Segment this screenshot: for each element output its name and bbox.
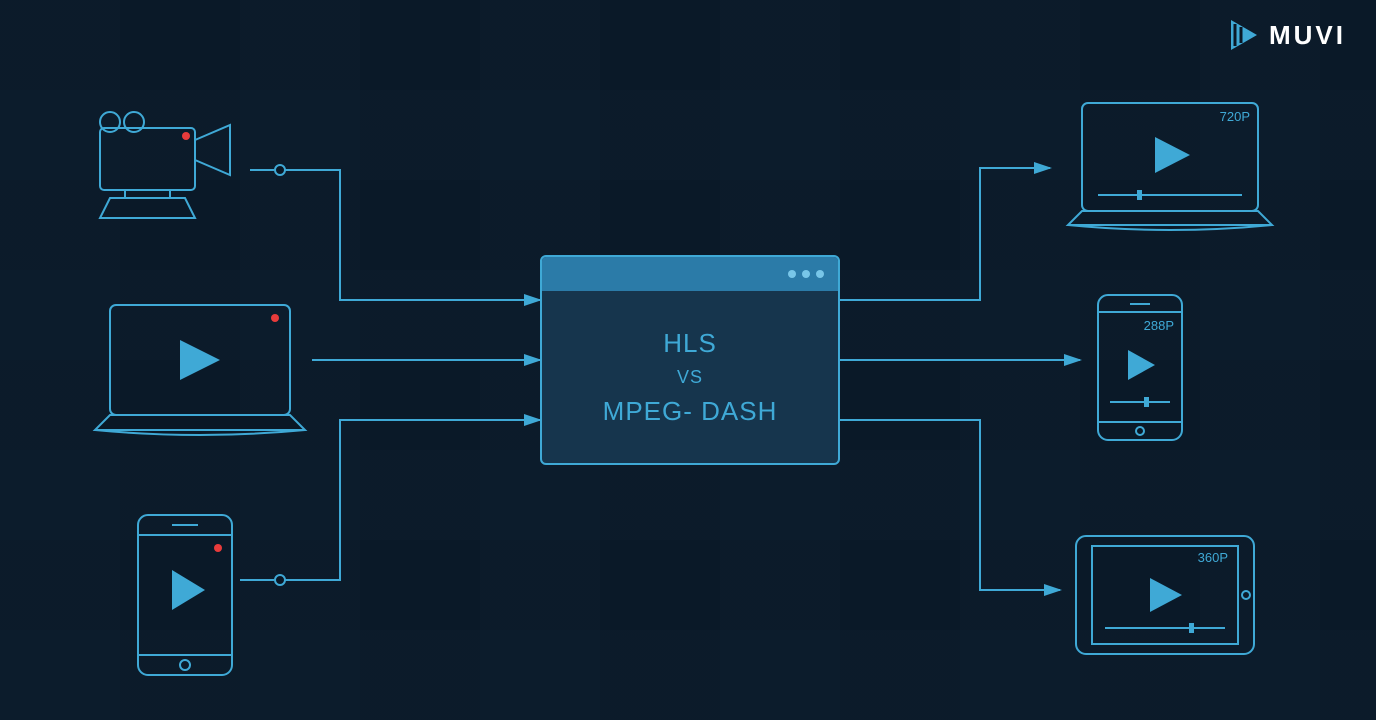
logo-text: MUVI	[1269, 20, 1346, 51]
record-indicator-icon	[214, 544, 222, 552]
record-indicator-icon	[271, 314, 279, 322]
brand-logo: MUVI	[1227, 18, 1346, 52]
tablet-icon	[1070, 530, 1260, 660]
play-icon	[172, 570, 205, 610]
record-indicator-icon	[182, 132, 190, 140]
input-camera	[90, 100, 250, 235]
play-icon	[1155, 137, 1190, 173]
logo-play-icon	[1227, 18, 1261, 52]
output-tablet: 360P	[1070, 530, 1260, 665]
input-laptop	[85, 295, 315, 450]
resolution-label: 720P	[1220, 109, 1250, 124]
play-icon	[1128, 350, 1155, 380]
output-laptop: 720P	[1060, 95, 1280, 245]
center-content: HLS VS MPEG- DASH	[542, 291, 838, 463]
laptop-icon	[85, 295, 315, 445]
window-dot-icon	[816, 270, 824, 278]
center-text-line2: MPEG- DASH	[603, 396, 778, 427]
phone-icon	[130, 510, 240, 680]
phone-icon	[1090, 290, 1190, 445]
window-titlebar	[542, 257, 838, 291]
center-text-line1: HLS	[663, 328, 717, 359]
output-phone: 288P	[1090, 290, 1190, 450]
camera-icon	[90, 100, 250, 230]
play-icon	[180, 340, 220, 380]
input-phone	[130, 510, 240, 685]
play-icon	[1150, 578, 1182, 612]
center-window: HLS VS MPEG- DASH	[540, 255, 840, 465]
center-text-vs: VS	[677, 367, 703, 388]
window-dot-icon	[788, 270, 796, 278]
resolution-label: 360P	[1198, 550, 1228, 565]
resolution-label: 288P	[1144, 318, 1174, 333]
window-dot-icon	[802, 270, 810, 278]
